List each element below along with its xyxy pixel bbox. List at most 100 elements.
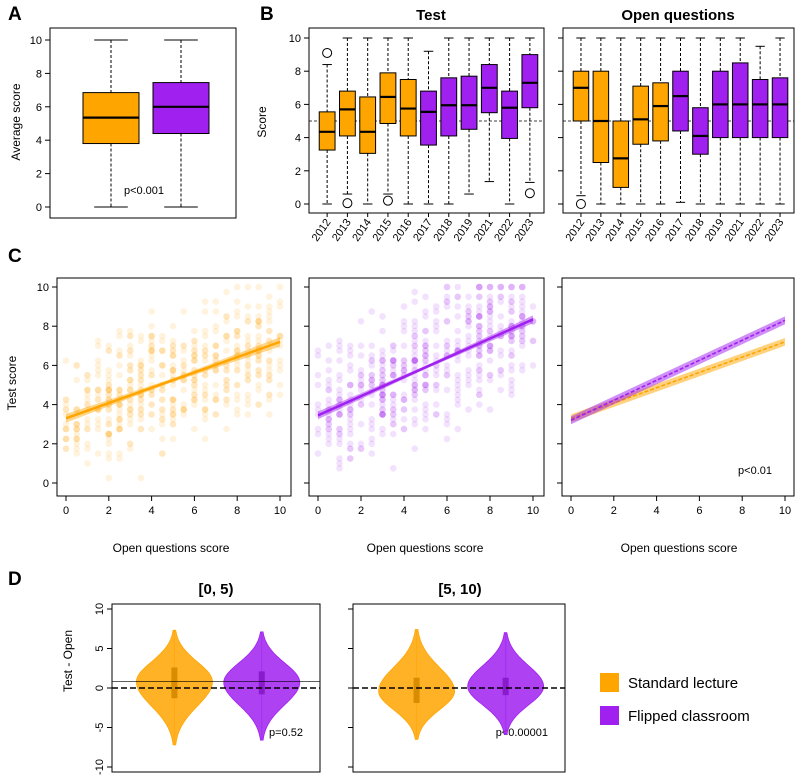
panel-c-standard-point — [105, 420, 113, 428]
panel-c-flipped-point — [497, 347, 505, 355]
panel-c-standard-point — [137, 362, 145, 369]
panel-c-flipped-point — [486, 298, 494, 306]
panel-c-standard-point — [266, 376, 273, 384]
panel-c-standard-point — [191, 352, 198, 359]
panel-c-flipped-point — [325, 386, 333, 394]
panel-c-standard-point — [191, 391, 198, 399]
panel-c-standard-point — [159, 337, 166, 345]
panel-c-flipped-point — [346, 406, 354, 413]
panel-c-flipped-point — [465, 352, 472, 359]
panel-c-standard-point — [159, 411, 166, 418]
panel-c-flipped-point — [411, 376, 419, 384]
panel-c-flipped-point — [486, 327, 494, 335]
panel-c-flipped-point — [432, 411, 440, 418]
panel-c-standard-point — [94, 342, 102, 350]
panel-c-standard-point — [159, 416, 166, 423]
panel-c-standard-point — [169, 406, 177, 413]
panel-c-standard-point — [116, 401, 123, 408]
panel-c-standard-point — [105, 381, 113, 389]
panel-c-flipped-point — [518, 283, 526, 291]
panel-c-standard-ytick-label-4: 4 — [43, 400, 49, 412]
panel-c-standard-point — [105, 391, 113, 399]
panel-c-flipped-point — [389, 357, 397, 364]
panel-c-flipped-point — [475, 352, 483, 359]
panel-c-standard-point — [148, 357, 155, 364]
panel-c-standard-point — [223, 313, 230, 320]
panel-c-standard-point — [105, 381, 113, 389]
panel-c-standard-point — [73, 435, 80, 443]
panel-c-flipped-point — [465, 313, 472, 320]
panel-c-standard-point — [105, 430, 113, 438]
panel-c-standard-point — [148, 332, 155, 340]
panel-c-standard-point — [159, 386, 166, 394]
panel-c-flipped-point — [368, 376, 376, 384]
panel-c-flipped-point — [379, 396, 386, 404]
panel-c-flipped-point — [336, 425, 343, 433]
panel-c-standard-point — [116, 352, 123, 359]
panel-c-standard-point — [255, 318, 262, 325]
panel-c-flipped-point — [336, 371, 343, 379]
panel-c-standard-point — [255, 367, 262, 374]
panel-c-standard-point — [233, 298, 241, 306]
panel-c-flipped-point — [368, 362, 376, 369]
panel-c-standard-point — [191, 337, 198, 345]
panel-c-standard-point — [73, 450, 80, 457]
panel-c-standard-point — [148, 411, 155, 418]
panel-c-flipped-point — [411, 357, 419, 364]
panel-c-flipped-point — [454, 371, 462, 379]
panel-c-flipped-point — [508, 386, 515, 394]
panel-c-standard-point — [255, 318, 262, 325]
panel-c-flipped-point — [475, 401, 483, 408]
panel-c-flipped-point — [422, 293, 429, 301]
panel-c-flipped-point — [465, 318, 472, 325]
panel-c-standard-point — [180, 342, 187, 350]
panel-c-standard-point — [191, 347, 198, 355]
panel-c-standard-point — [191, 376, 198, 384]
panel-c-flipped-point — [454, 303, 462, 310]
panel-c-standard-point — [201, 416, 209, 423]
panel-c-flipped-point — [411, 357, 419, 364]
panel-c-flipped-point — [325, 430, 333, 438]
panel-c-standard-point — [233, 347, 241, 355]
panel-c-standard-point — [180, 367, 187, 374]
panel-c-standard-point — [233, 411, 241, 418]
panel-c-flipped-point — [314, 371, 322, 379]
panel-c-standard-point — [180, 308, 187, 315]
panel-c-standard-points — [62, 283, 284, 482]
panel-c-standard-point — [62, 406, 70, 413]
panel-b-open-box-2017-box — [672, 70, 689, 132]
panel-c-flipped-point — [400, 425, 408, 433]
panel-c-flipped-point — [422, 371, 429, 379]
panel-c-flipped-point — [357, 445, 365, 453]
panel-c-flipped-point — [486, 303, 494, 310]
panel-c-standard-ytick-label-8: 8 — [43, 321, 49, 333]
panel-c-standard-point — [266, 376, 273, 384]
panel-d-high-standard-iqr — [413, 677, 420, 704]
panel-c-standard-point — [94, 420, 102, 428]
panel-c-flipped-point — [475, 283, 483, 291]
panel-c-standard-point — [191, 357, 198, 364]
panel-c-flipped-point — [389, 396, 397, 404]
panel-c-standard-point — [244, 396, 252, 404]
panel-c-flipped-point — [400, 367, 408, 374]
panel-c-standard-point — [180, 357, 187, 364]
panel-c-flipped-point — [325, 357, 333, 364]
panel-c-standard-point — [148, 371, 155, 379]
panel-c-flipped-point — [465, 337, 472, 345]
panel-c-flipped-point — [443, 318, 451, 325]
panel-c-standard-point — [212, 367, 220, 374]
panel-c-standard-point — [126, 396, 134, 404]
panel-c-standard-point — [148, 391, 155, 399]
panel-c-flipped-point — [346, 367, 354, 374]
panel-c-standard-point — [223, 425, 230, 433]
panel-b-test-xtick-label-2015: 2015 — [371, 217, 395, 244]
panel-c-flipped-point — [475, 283, 483, 291]
panel-c-standard-point — [244, 367, 252, 374]
panel-c-flipped-point — [346, 411, 354, 418]
panel-letter-b: B — [260, 4, 274, 25]
panel-c-flipped-point — [411, 420, 419, 428]
panel-c-flipped-point — [422, 352, 429, 359]
panel-c-flipped-point — [422, 386, 429, 394]
panel-c-standard-point — [255, 371, 262, 379]
panel-c-standard-point — [126, 367, 134, 374]
